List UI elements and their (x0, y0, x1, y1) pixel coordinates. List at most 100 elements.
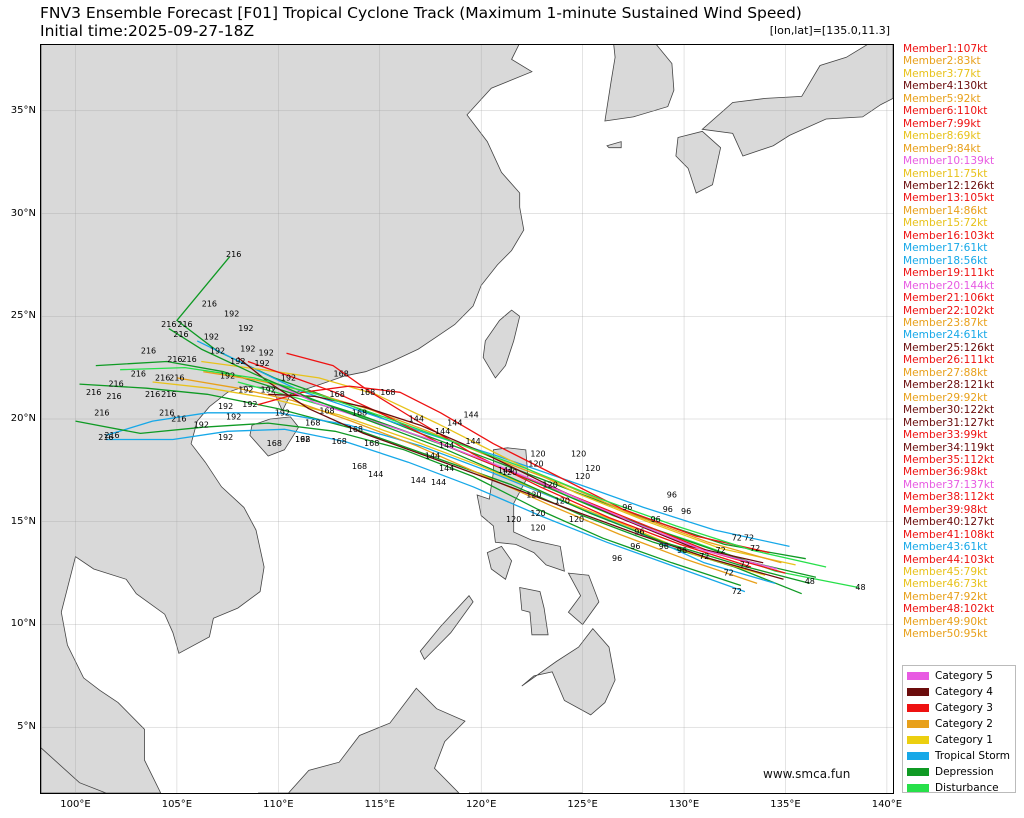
forecast-hour-label: 120 (575, 472, 590, 481)
legend-item: Category 2 (907, 716, 1015, 732)
forecast-hour-label: 192 (261, 386, 276, 395)
track-line (75, 420, 742, 587)
member-entry: Member39:98kt (903, 503, 988, 516)
forecast-hour-label: 168 (380, 388, 395, 397)
member-entry: Member43:61kt (903, 541, 988, 554)
forecast-hour-label: 120 (571, 449, 586, 458)
forecast-hour-label: 192 (240, 345, 255, 354)
forecast-hour-label: 192 (218, 433, 233, 442)
forecast-hour-label: 192 (226, 412, 241, 421)
member-entry: Member15:72kt (903, 217, 988, 230)
forecast-hour-label: 144 (409, 415, 424, 424)
legend-label: Category 4 (935, 686, 993, 698)
forecast-hour-label: 216 (94, 408, 109, 417)
member-entry: Member9:84kt (903, 142, 981, 155)
member-entry: Member8:69kt (903, 130, 981, 143)
member-entry: Member14:86kt (903, 204, 988, 217)
track-layer (75, 256, 859, 595)
member-entry: Member17:61kt (903, 242, 988, 255)
member-entry: Member35:112kt (903, 453, 995, 466)
title-line-1: FNV3 Ensemble Forecast [F01] Tropical Cy… (40, 4, 802, 22)
title-line-2: Initial time:2025-09-27-18Z (40, 22, 255, 40)
forecast-hour-label: 168 (352, 408, 367, 417)
land-layer (41, 45, 893, 793)
member-list: Member1:107kt Member2:83kt Member3:77kt Mem… (903, 43, 1021, 641)
forecast-hour-label: 168 (295, 435, 310, 444)
land-borneo (258, 687, 466, 793)
track-line (286, 352, 752, 568)
lon-tick-label: 110°E (263, 799, 294, 810)
forecast-hour-label: 216 (98, 433, 113, 442)
member-entry: Member36:98kt (903, 466, 988, 479)
lat-tick-label: 20°N (10, 413, 36, 424)
forecast-hour-label: 120 (506, 515, 521, 524)
forecast-hour-label: 144 (439, 441, 454, 450)
forecast-hour-label: 216 (169, 373, 184, 382)
forecast-hour-label: 144 (411, 476, 426, 485)
forecast-hour-label: 216 (161, 390, 176, 399)
member-entry: Member10:139kt (903, 155, 995, 168)
forecast-hour-label: 96 (677, 546, 687, 555)
forecast-hour-label: 120 (530, 449, 545, 458)
member-entry: Member23:87kt (903, 316, 988, 329)
member-entry: Member30:122kt (903, 404, 995, 417)
lat-tick-label: 35°N (10, 104, 36, 116)
forecast-hour-label: 216 (145, 390, 160, 399)
legend-item: Category 5 (907, 668, 1015, 684)
lat-tick-label: 25°N (10, 310, 36, 322)
forecast-hour-label: 120 (502, 468, 517, 477)
forecast-hour-label: 168 (348, 425, 363, 434)
chart-title: FNV3 Ensemble Forecast [F01] Tropical Cy… (40, 4, 802, 40)
track-line (276, 383, 778, 570)
land-honshu-shikoku (701, 45, 893, 157)
member-entry: Member27:88kt (903, 366, 988, 379)
legend-swatch (907, 720, 929, 728)
forecast-hour-label: 168 (360, 388, 375, 397)
lon-tick-label: 130°E (668, 799, 700, 810)
forecast-hour-label: 168 (305, 419, 320, 428)
forecast-hour-label: 192 (281, 373, 296, 382)
intensity-legend: Category 5 Category 4 Category 3 Category 2… (902, 665, 1016, 794)
land-hainan (249, 416, 300, 457)
forecast-hour-label: 144 (465, 437, 480, 446)
legend-label: Category 1 (935, 734, 993, 746)
forecast-hour-label: 192 (204, 332, 219, 341)
legend-item: Depression (907, 764, 1015, 780)
forecast-hour-label: 168 (319, 406, 334, 415)
forecast-hour-label: 96 (622, 503, 632, 512)
forecast-hour-label: 120 (526, 491, 541, 500)
member-entry: Member4:130kt (903, 80, 988, 93)
forecast-hour-label: 192 (238, 386, 253, 395)
forecast-hour-label: 192 (220, 371, 235, 380)
forecast-hour-label: 216 (155, 373, 170, 382)
legend-swatch (907, 688, 929, 696)
member-entry: Member11:75kt (903, 167, 988, 180)
lon-tick-label: 105°E (161, 799, 193, 810)
forecast-hour-label: 216 (159, 408, 174, 417)
forecast-hour-label: 96 (612, 554, 622, 563)
forecast-hour-label: 168 (267, 439, 282, 448)
forecast-hour-label: 216 (104, 431, 119, 440)
forecast-hour-label: 120 (528, 460, 543, 469)
track-line (120, 366, 827, 568)
forecast-hour-label: 216 (202, 299, 217, 308)
forecast-hour-label: 96 (634, 528, 644, 537)
track-line (176, 377, 758, 585)
forecast-hour-label: 192 (254, 359, 269, 368)
map-panel[interactable]: 48 48 72 72 72 72 72 72 72 72 96 96 96 96 96 96 96 96 96 96… (40, 44, 894, 794)
forecast-hour-label: 72 (750, 544, 760, 553)
forecast-hour-label: 216 (161, 320, 176, 329)
member-entry: Member38:112kt (903, 491, 995, 504)
forecast-hour-label: 96 (659, 542, 669, 551)
member-entry: Member47:92kt (903, 590, 988, 603)
lon-tick-label: 115°E (364, 799, 395, 810)
member-entry: Member22:102kt (903, 304, 995, 317)
member-entry: Member3:77kt (903, 67, 981, 80)
land-korea-south (604, 45, 675, 122)
land-mainland-asia (41, 45, 533, 793)
forecast-hour-label: 120 (569, 515, 584, 524)
member-entry: Member6:110kt (903, 105, 988, 118)
forecast-hour-label: 192 (194, 421, 209, 430)
